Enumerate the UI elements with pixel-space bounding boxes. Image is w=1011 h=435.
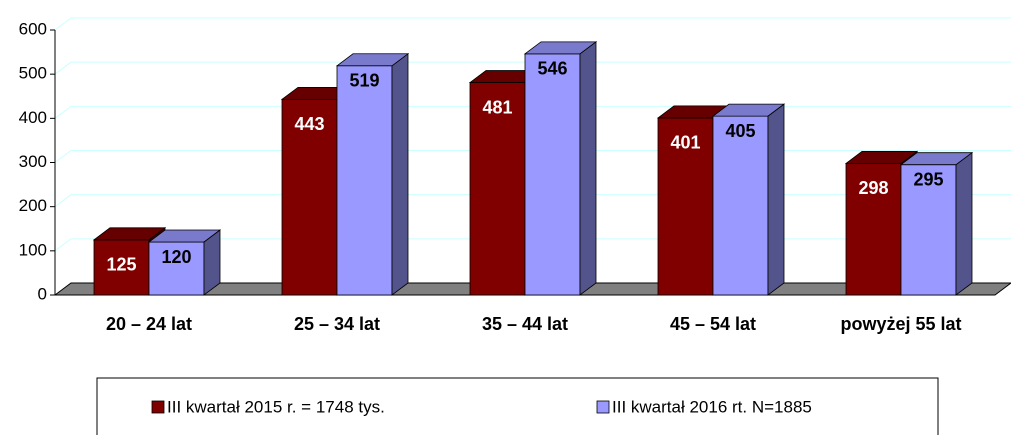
x-tick-label: 20 – 24 lat bbox=[106, 314, 192, 334]
y-tick-label: 500 bbox=[19, 64, 47, 83]
bar-side bbox=[767, 103, 785, 296]
bar bbox=[93, 239, 150, 296]
y-tick-label: 400 bbox=[19, 108, 47, 127]
y-tick-label: 100 bbox=[19, 240, 47, 259]
legend-swatch bbox=[151, 400, 165, 414]
bar bbox=[336, 65, 393, 296]
bar-top bbox=[844, 150, 919, 164]
bar-top bbox=[335, 53, 410, 67]
bar bbox=[657, 117, 714, 296]
data-label: 120 bbox=[161, 247, 191, 267]
bar bbox=[845, 162, 902, 296]
x-tick-label: 25 – 34 lat bbox=[294, 314, 380, 334]
data-label: 443 bbox=[294, 114, 324, 134]
x-tick-label: powyżej 55 lat bbox=[840, 314, 961, 334]
bar-side bbox=[391, 52, 409, 296]
data-label: 298 bbox=[858, 178, 888, 198]
legend-label: III kwartał 2015 r. = 1748 tys. bbox=[167, 397, 385, 416]
x-tick-label: 45 – 54 lat bbox=[670, 314, 756, 334]
bar-top bbox=[523, 41, 598, 55]
legend-swatch bbox=[596, 400, 610, 414]
bar-side bbox=[579, 41, 597, 296]
data-label: 519 bbox=[349, 71, 379, 91]
x-tick-label: 35 – 44 lat bbox=[482, 314, 568, 334]
y-tick-label: 0 bbox=[38, 284, 47, 303]
data-label: 546 bbox=[537, 59, 567, 79]
bar-top bbox=[711, 103, 786, 117]
legend-label: III kwartał 2016 rt. N=1885 bbox=[612, 397, 812, 416]
data-label: 405 bbox=[725, 121, 755, 141]
grid-line bbox=[54, 17, 1011, 31]
y-tick-label: 200 bbox=[19, 196, 47, 215]
bar-top bbox=[899, 152, 974, 166]
data-label: 481 bbox=[482, 97, 512, 117]
grid-line bbox=[54, 61, 1011, 75]
y-tick-label: 300 bbox=[19, 152, 47, 171]
bar-top bbox=[147, 229, 222, 243]
data-label: 125 bbox=[106, 255, 136, 275]
legend-box bbox=[96, 377, 939, 435]
bar bbox=[712, 115, 769, 296]
bar bbox=[900, 164, 957, 296]
data-label: 401 bbox=[670, 133, 700, 153]
bar-side bbox=[955, 151, 973, 296]
data-label: 295 bbox=[913, 169, 943, 189]
bar bbox=[524, 53, 581, 296]
bar-top bbox=[92, 227, 167, 241]
bar bbox=[281, 98, 338, 296]
y-tick-label: 600 bbox=[19, 19, 47, 38]
